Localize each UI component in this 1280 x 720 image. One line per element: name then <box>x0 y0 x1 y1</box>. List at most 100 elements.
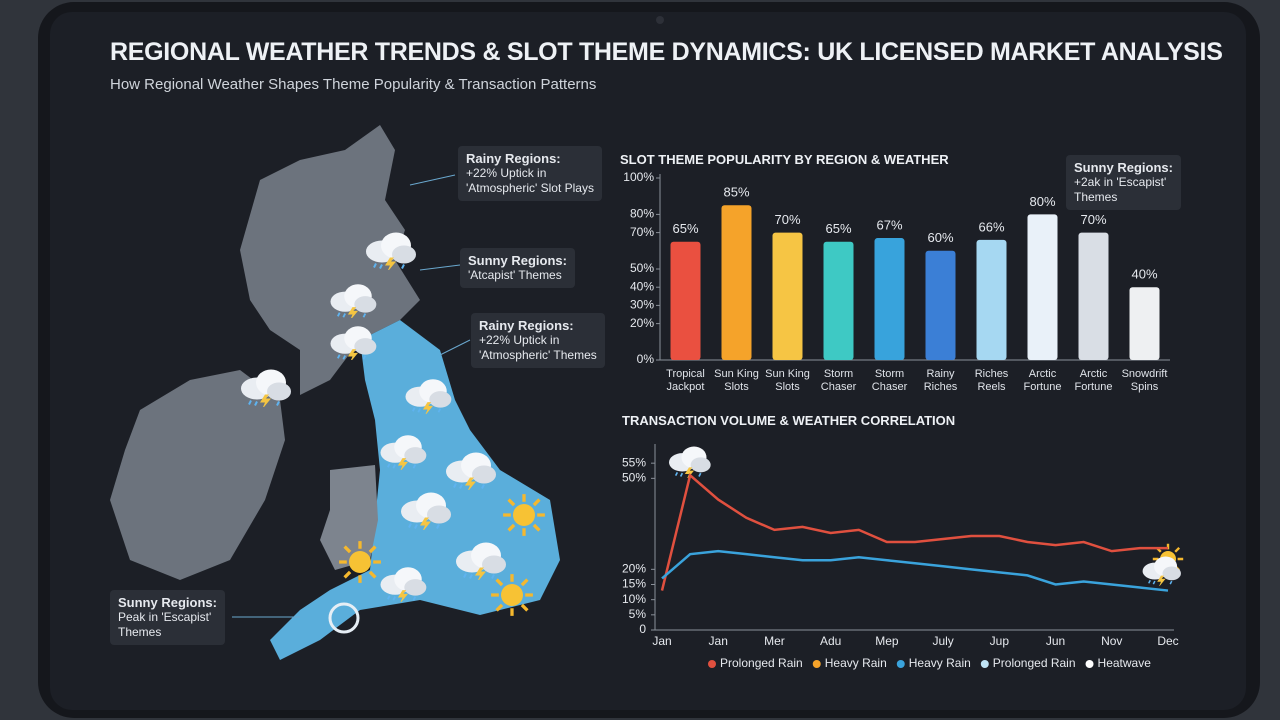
callout-line: +22% Uptick in <box>479 333 560 347</box>
y-tick-label: 50% <box>622 471 646 485</box>
callout: Rainy Regions: +22% Uptick in 'Atmospheric… <box>471 313 605 368</box>
x-tick-label: Jup <box>990 634 1010 648</box>
bar <box>721 205 752 360</box>
y-tick-label: 80% <box>630 207 654 221</box>
legend-swatch <box>812 660 821 668</box>
y-tick-label: 100% <box>623 170 654 184</box>
callout-line: +2ak in 'Escapist' <box>1074 175 1167 189</box>
x-tick-label: Nov <box>1101 634 1122 648</box>
callout: Rainy Regions: +22% Uptick in 'Atmospheric… <box>458 146 602 201</box>
x-tick-label: Storm Chaser <box>820 368 857 393</box>
callout-title: Sunny Regions: <box>1074 160 1173 175</box>
value-label: 80% <box>1029 194 1055 209</box>
callout-title: Rainy Regions: <box>466 151 561 166</box>
x-tick-label: Rainy Riches <box>923 368 958 393</box>
bar-chart-title: SLOT THEME POPULARITY BY REGION & WEATHE… <box>620 152 949 167</box>
storm-icon <box>328 602 360 634</box>
x-tick-label: Mer <box>764 634 785 648</box>
bar <box>670 241 701 360</box>
value-label: 85% <box>723 185 749 200</box>
x-tick-label: Riches Reels <box>974 368 1009 393</box>
charts: 100% 80% 70% 50% 40% 30% 20% 0% 65% 85% 70% 65% 67% 6… <box>622 170 1179 670</box>
legend-swatch <box>980 660 989 668</box>
subtitle: How Regional Weather Shapes Theme Popula… <box>110 76 597 93</box>
y-tick-label: 10% <box>622 592 646 606</box>
x-tick-label: Sun King Slots <box>714 368 759 393</box>
ireland <box>110 370 285 580</box>
legend-label: Heavy Rain <box>825 656 887 670</box>
uk-map <box>110 125 1184 660</box>
series-line <box>661 549 1169 592</box>
value-label: 67% <box>876 217 902 232</box>
scotland <box>240 125 420 395</box>
x-tick-label: Storm Chaser <box>871 368 908 393</box>
y-tick-label: 5% <box>629 607 647 621</box>
value-label: 70% <box>774 212 800 227</box>
series-line <box>660 473 1168 591</box>
bar <box>772 232 803 360</box>
value-label: 70% <box>1080 212 1106 227</box>
y-tick-label: 0 <box>639 622 646 636</box>
bar <box>925 250 956 360</box>
x-tick-label: Arctic Fortune <box>1023 368 1062 393</box>
bar <box>1129 287 1160 360</box>
bar <box>1078 232 1109 360</box>
legend-label: Prolonged Rain <box>720 656 803 670</box>
bar <box>1027 214 1058 360</box>
callout: Sunny Regions: Peak in 'Escapist' Themes <box>110 590 225 645</box>
y-tick-label: 20% <box>622 562 646 576</box>
legend-label: Heavy Rain <box>909 656 971 670</box>
x-tick-label: Arctic Fortune <box>1074 368 1113 393</box>
bar <box>874 238 905 360</box>
y-tick-label: 15% <box>622 577 646 591</box>
weather-icon <box>490 573 534 617</box>
x-tick-label: Jun <box>1046 634 1065 648</box>
wales <box>320 465 378 570</box>
x-tick-label: Dec <box>1157 634 1178 648</box>
callout-title: Sunny Regions: <box>118 595 217 610</box>
x-tick-label: Sun King Slots <box>765 368 810 393</box>
callout-line: Themes <box>1074 190 1118 204</box>
x-tick-label: Jan <box>709 634 728 648</box>
bar <box>823 241 854 360</box>
legend-swatch <box>896 660 905 668</box>
callout-title: Rainy Regions: <box>479 318 574 333</box>
x-tick-label: Snowdrift Spins <box>1121 368 1168 393</box>
callout-line: Peak in 'Escapist' <box>118 610 212 624</box>
y-tick-label: 0% <box>637 352 655 366</box>
england <box>270 320 560 660</box>
value-label: 65% <box>672 221 698 236</box>
y-tick-label: 40% <box>630 279 654 293</box>
y-tick-label: 20% <box>630 316 654 330</box>
legend-swatch <box>1085 660 1094 668</box>
callout-line: 'Atmospheric' Slot Plays <box>466 181 594 195</box>
weather-icon <box>502 493 546 537</box>
callout: Sunny Regions: +2ak in 'Escapist' Themes <box>1066 155 1181 210</box>
x-tick-label: Mep <box>875 634 899 648</box>
y-tick-label: 70% <box>630 225 654 239</box>
x-tick-label: Jan <box>652 634 671 648</box>
y-tick-label: 55% <box>622 455 646 469</box>
legend-label: Prolonged Rain <box>993 656 1076 670</box>
callout-line: 'Atmospheric' Themes <box>479 348 597 362</box>
weather-icon <box>338 540 382 584</box>
camera <box>656 16 664 24</box>
x-tick-label: Tropical Jackpot <box>666 368 705 393</box>
x-tick-label: Adu <box>820 634 841 648</box>
callout-title: Sunny Regions: <box>468 253 567 268</box>
value-label: 40% <box>1131 267 1157 282</box>
line-chart-title: TRANSACTION VOLUME & WEATHER CORRELATION <box>622 413 956 428</box>
title: REGIONAL WEATHER TRENDS & SLOT THEME DYN… <box>110 38 1223 66</box>
y-tick-label: 50% <box>630 261 654 275</box>
legend-label: Heatwave <box>1098 656 1152 670</box>
callout: Sunny Regions: 'Atcapist' Themes <box>460 248 575 288</box>
legend-swatch <box>708 660 716 668</box>
y-tick-label: 30% <box>630 298 654 312</box>
bar <box>976 239 1007 360</box>
callout-line: +22% Uptick in <box>466 166 547 180</box>
value-label: 60% <box>927 230 953 245</box>
value-label: 65% <box>825 221 851 236</box>
x-tick-label: July <box>932 634 953 648</box>
callout-leader <box>232 174 471 618</box>
